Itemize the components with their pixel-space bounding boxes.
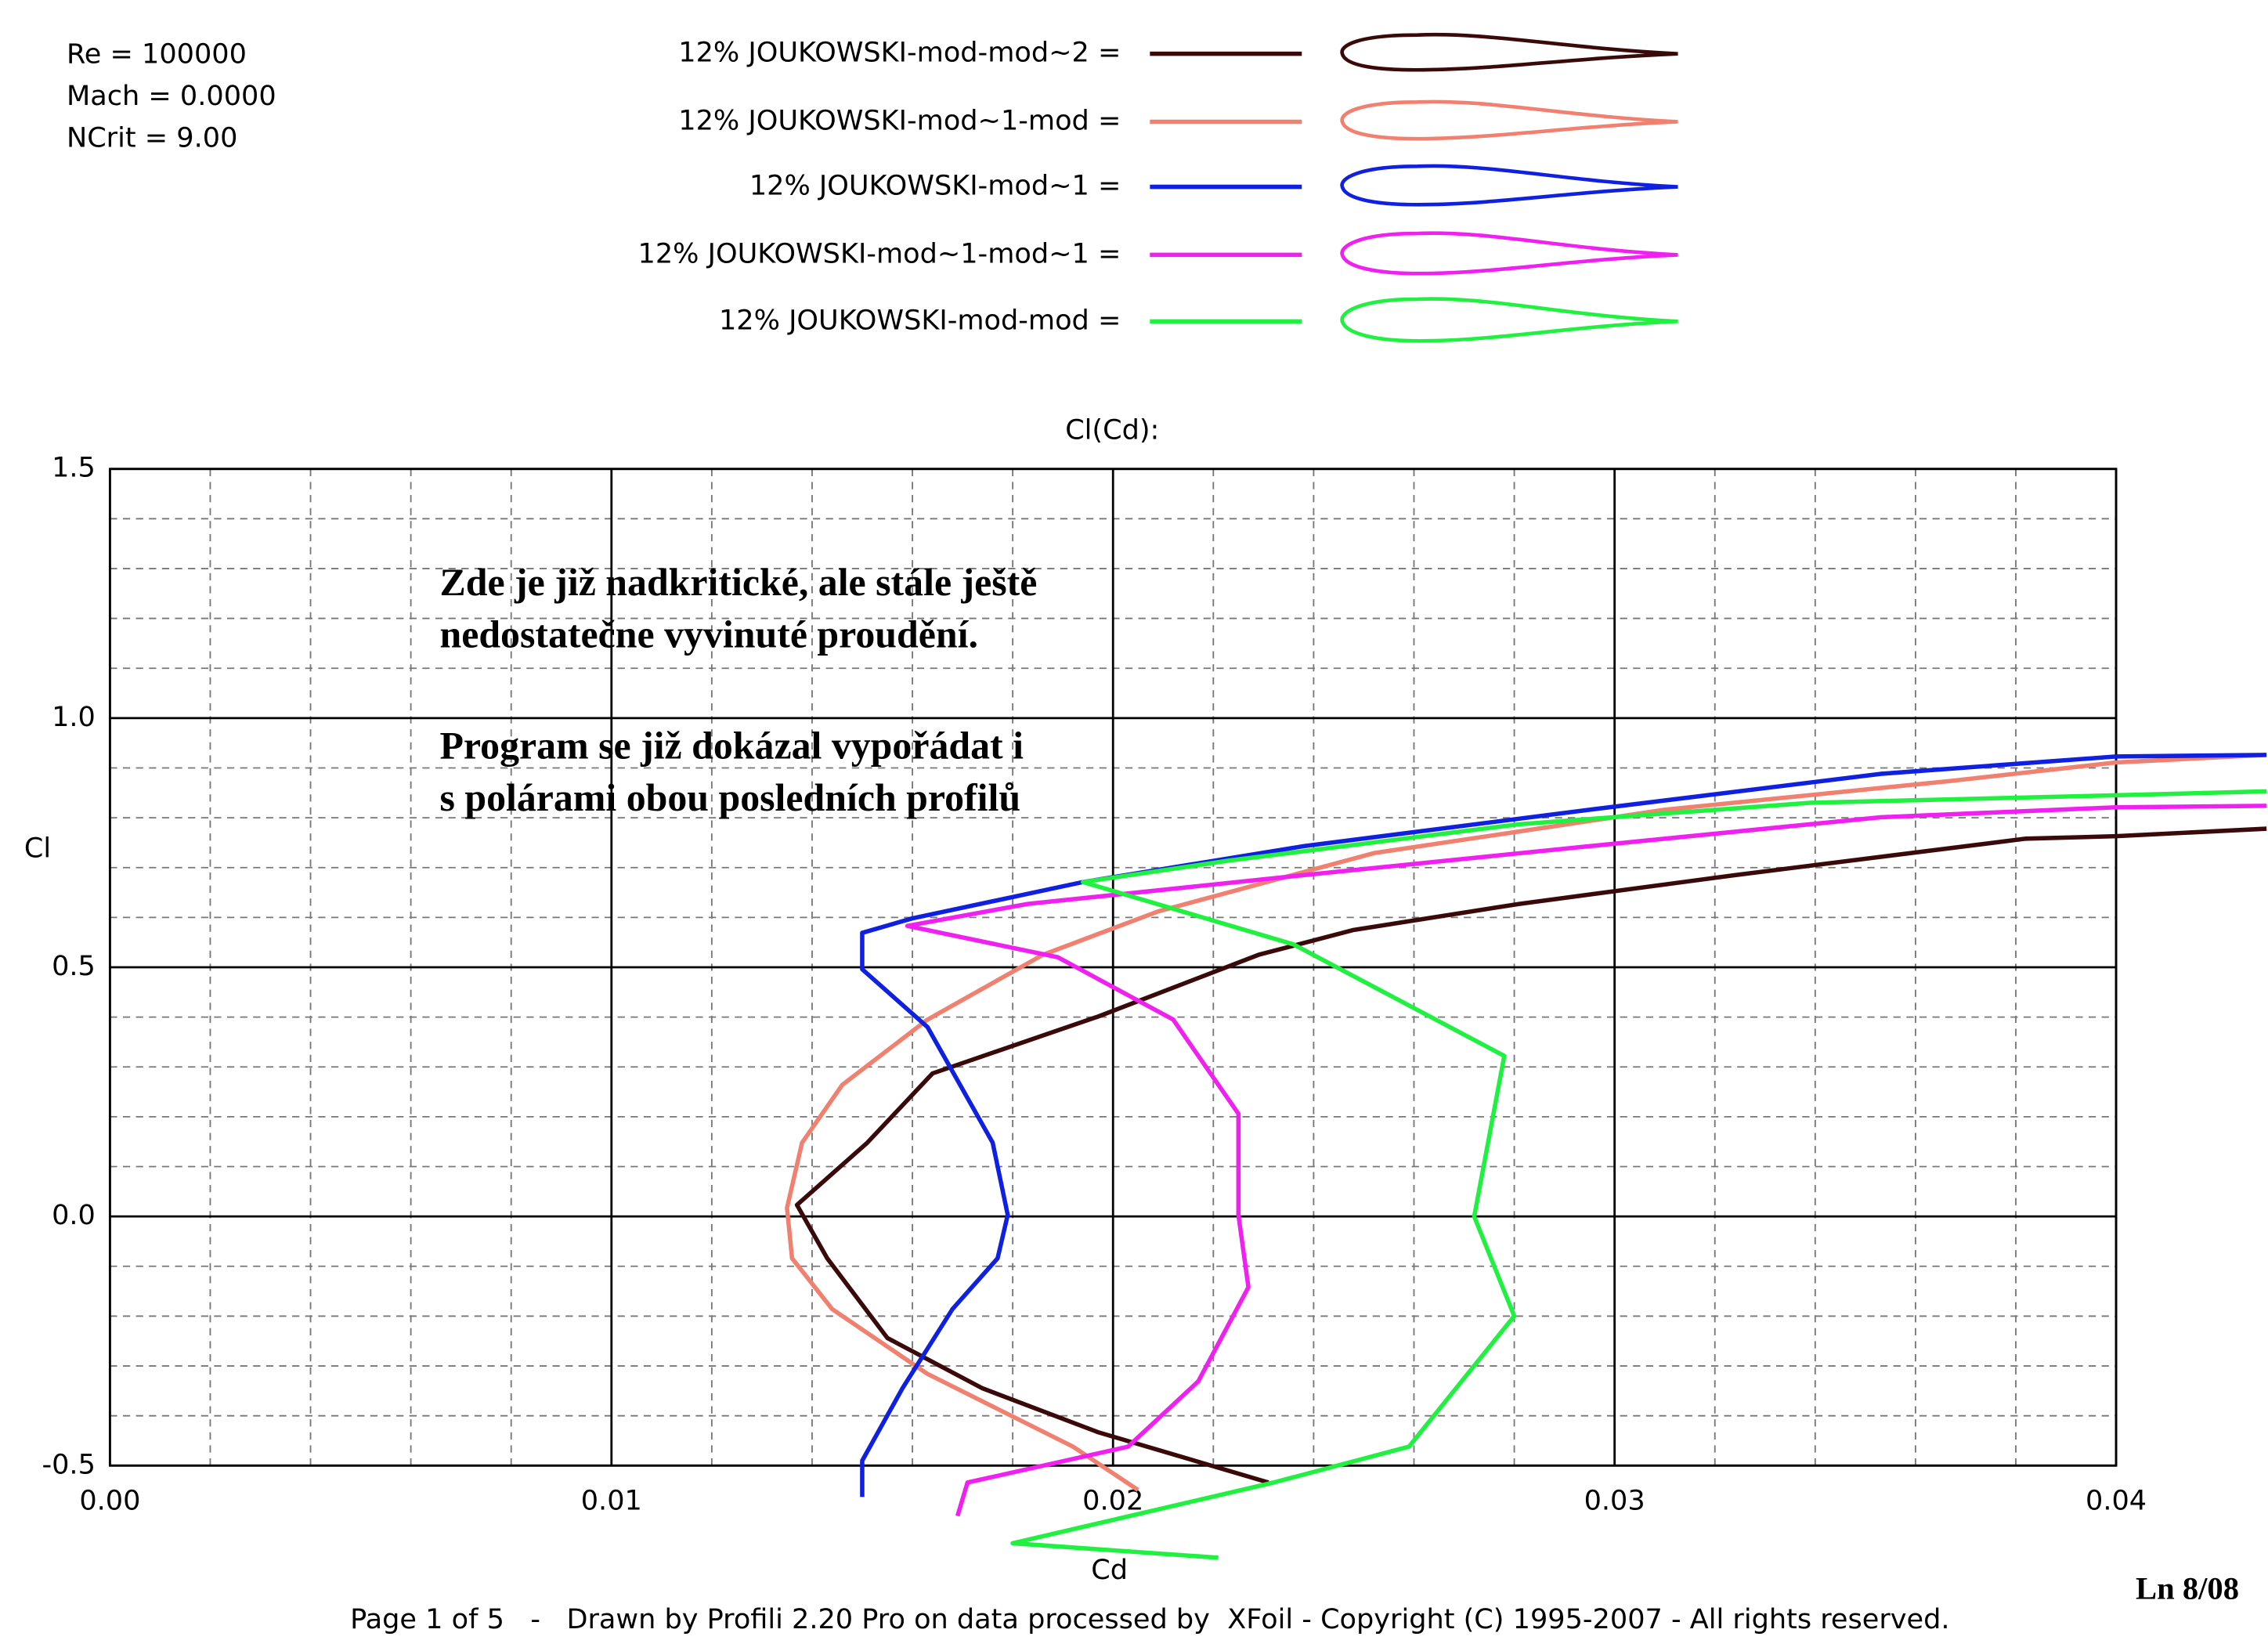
grid: 0.00 0.01 0.02 0.03 0.04 1.5 1.0 0.5 0.0 -0.5 xyxy=(42,452,2147,1517)
x-tick-label: 0.03 xyxy=(1584,1484,1645,1516)
annotation: Program se již dokázal vypořádat i xyxy=(439,724,1024,767)
legend: 12% JOUKOWSKI-mod-mod~2 = 12% JOUKOWSKI-m… xyxy=(638,32,1678,343)
y-tick-label: 0.5 xyxy=(52,950,96,982)
airfoil-icon xyxy=(1340,99,1678,141)
airfoil-icon xyxy=(1340,231,1678,276)
x-tick-label: 0.01 xyxy=(581,1484,642,1516)
footer: Page 1 of 5 - Drawn by Profili 2.20 Pro … xyxy=(350,1603,1949,1635)
y-tick-label: 1.0 xyxy=(52,701,96,733)
series-line xyxy=(860,753,2267,1497)
series-line xyxy=(905,804,2267,1517)
legend-label: 12% JOUKOWSKI-mod~1-mod = xyxy=(678,104,1121,136)
annotation: s polárami obou posledních profilů xyxy=(439,776,1020,819)
plot-frame xyxy=(108,468,2118,1467)
y-tick-label: 1.5 xyxy=(52,452,96,484)
y-tick-label: 0.0 xyxy=(52,1199,96,1231)
annotation: Zde je již nadkritické, ale stále ještě xyxy=(439,561,1037,604)
info-text: Mach = 0.0000 xyxy=(67,80,276,112)
series-line xyxy=(785,753,2267,1492)
info-text: NCrit = 9.00 xyxy=(67,122,237,154)
airfoil-icon xyxy=(1340,164,1678,207)
annotation: nedostatečne vyvinuté proudění. xyxy=(439,612,977,656)
series-lines xyxy=(785,753,2267,1560)
x-tick-label: 0.02 xyxy=(1082,1484,1143,1516)
x-tick-label: 0.00 xyxy=(79,1484,140,1516)
airfoil-icon xyxy=(1340,297,1678,343)
x-tick-label: 0.04 xyxy=(2086,1484,2147,1516)
airfoil-icon xyxy=(1340,32,1678,72)
y-axis-label: Cl xyxy=(24,832,51,864)
annotations: Zde je již nadkritické, ale stále ještě n… xyxy=(439,561,1037,819)
legend-label: 12% JOUKOWSKI-mod~1-mod~1 = xyxy=(638,237,1121,269)
chart-title: Cl(Cd): xyxy=(1065,414,1159,446)
series-line xyxy=(1010,789,2267,1560)
x-axis-label: Cd xyxy=(1091,1554,1128,1586)
y-tick-label: -0.5 xyxy=(42,1448,95,1480)
legend-label: 12% JOUKOWSKI-mod-mod = xyxy=(719,304,1121,336)
page-label: Ln 8/08 xyxy=(2136,1570,2239,1606)
legend-label: 12% JOUKOWSKI-mod-mod~2 = xyxy=(678,37,1121,69)
info-text: Re = 100000 xyxy=(67,38,247,70)
series-line xyxy=(794,826,2267,1485)
legend-label: 12% JOUKOWSKI-mod~1 = xyxy=(749,170,1121,202)
